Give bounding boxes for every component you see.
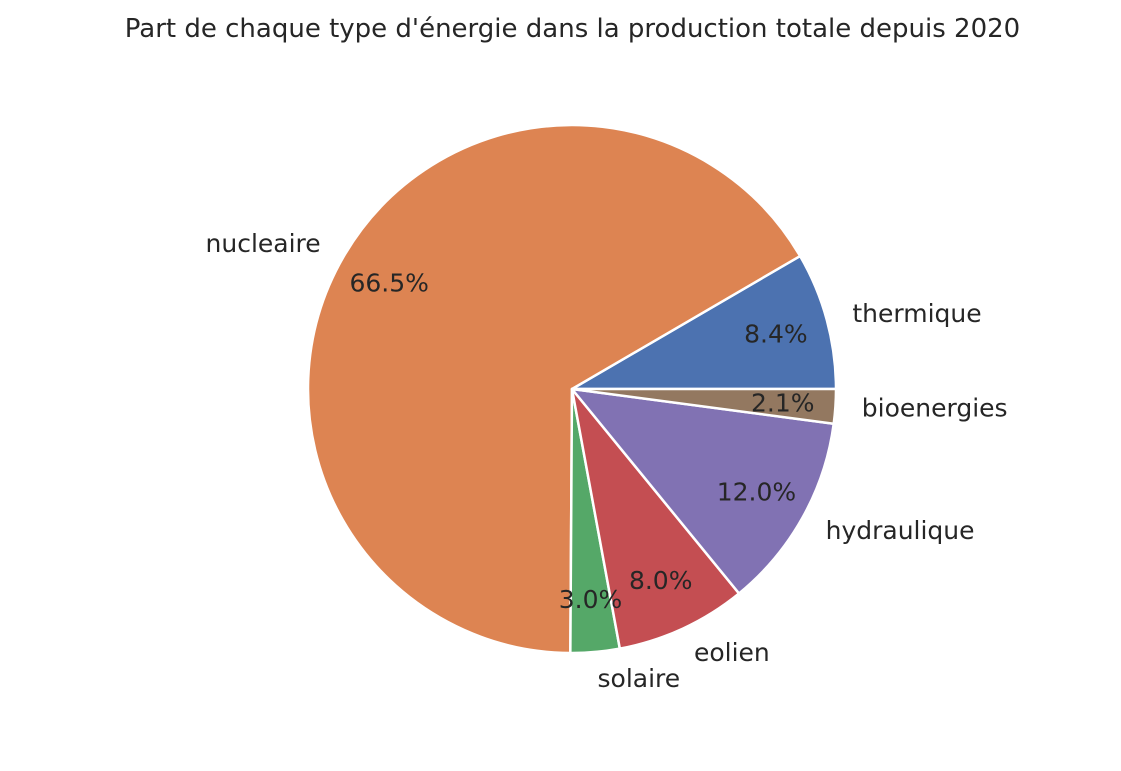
slice-percent-nucleaire: 66.5% (349, 269, 428, 298)
slice-percent-hydraulique: 12.0% (717, 477, 796, 506)
slice-percent-solaire: 3.0% (559, 585, 623, 614)
pie-slice-hydraulique (570, 387, 835, 595)
slice-label-bioenergies: bioenergies (862, 394, 1008, 423)
slice-label-nucleaire: nucleaire (206, 229, 321, 258)
pie-slices (306, 123, 838, 655)
pie-slice-thermique (570, 254, 838, 391)
slice-label-solaire: solaire (598, 664, 681, 693)
pie-slice-nucleaire (306, 123, 802, 655)
slice-percent-eolien: 8.0% (629, 566, 693, 595)
slice-label-thermique: thermique (852, 299, 981, 328)
slice-label-eolien: eolien (694, 638, 770, 667)
pie-labels: thermique 8.4% nucleaire 66.5% solaire 3.0% eo… (206, 229, 1008, 693)
slice-percent-thermique: 8.4% (744, 319, 808, 348)
slice-label-hydraulique: hydraulique (826, 516, 975, 545)
chart-title: Part de chaque type d'énergie dans la pr… (124, 14, 1021, 44)
pie-slice-eolien (570, 387, 741, 650)
slice-percent-bioenergies: 2.1% (751, 388, 815, 417)
pie-slice-bioenergies (570, 387, 838, 425)
